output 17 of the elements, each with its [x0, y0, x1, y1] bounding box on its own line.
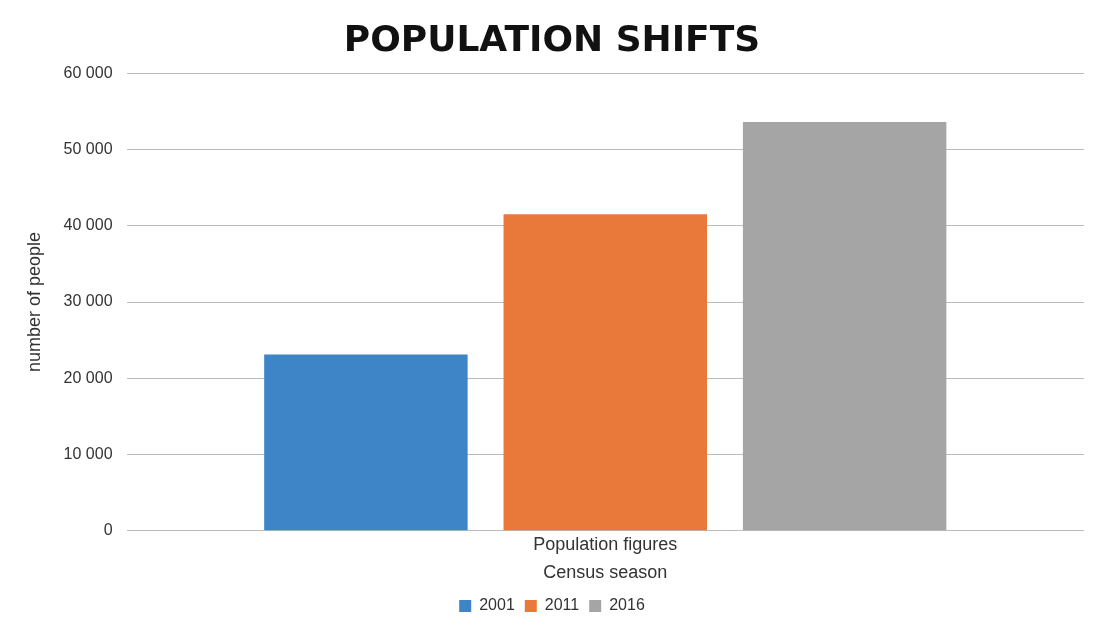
y-tick-label: 10 000: [63, 444, 113, 462]
legend-label: 2001: [479, 596, 515, 614]
y-tick-label: 20 000: [63, 368, 113, 386]
y-tick-label: 0: [103, 521, 113, 539]
y-tick-label: 30 000: [63, 292, 113, 310]
y-tick-label: 40 000: [63, 216, 113, 234]
x-axis-title: Census season: [543, 562, 668, 583]
legend-label: 2016: [609, 596, 645, 614]
x-tick-label: Population figures: [533, 533, 678, 554]
y-tick-label: 60 000: [63, 63, 113, 81]
bar: [503, 214, 707, 531]
bar: [264, 354, 468, 531]
chart-title: POPULATION SHIFTS: [343, 17, 761, 59]
legend-label: 2011: [544, 596, 580, 614]
y-axis-title: number of people: [23, 231, 44, 373]
y-tick-label: 50 000: [63, 139, 113, 157]
bar: [742, 122, 947, 531]
